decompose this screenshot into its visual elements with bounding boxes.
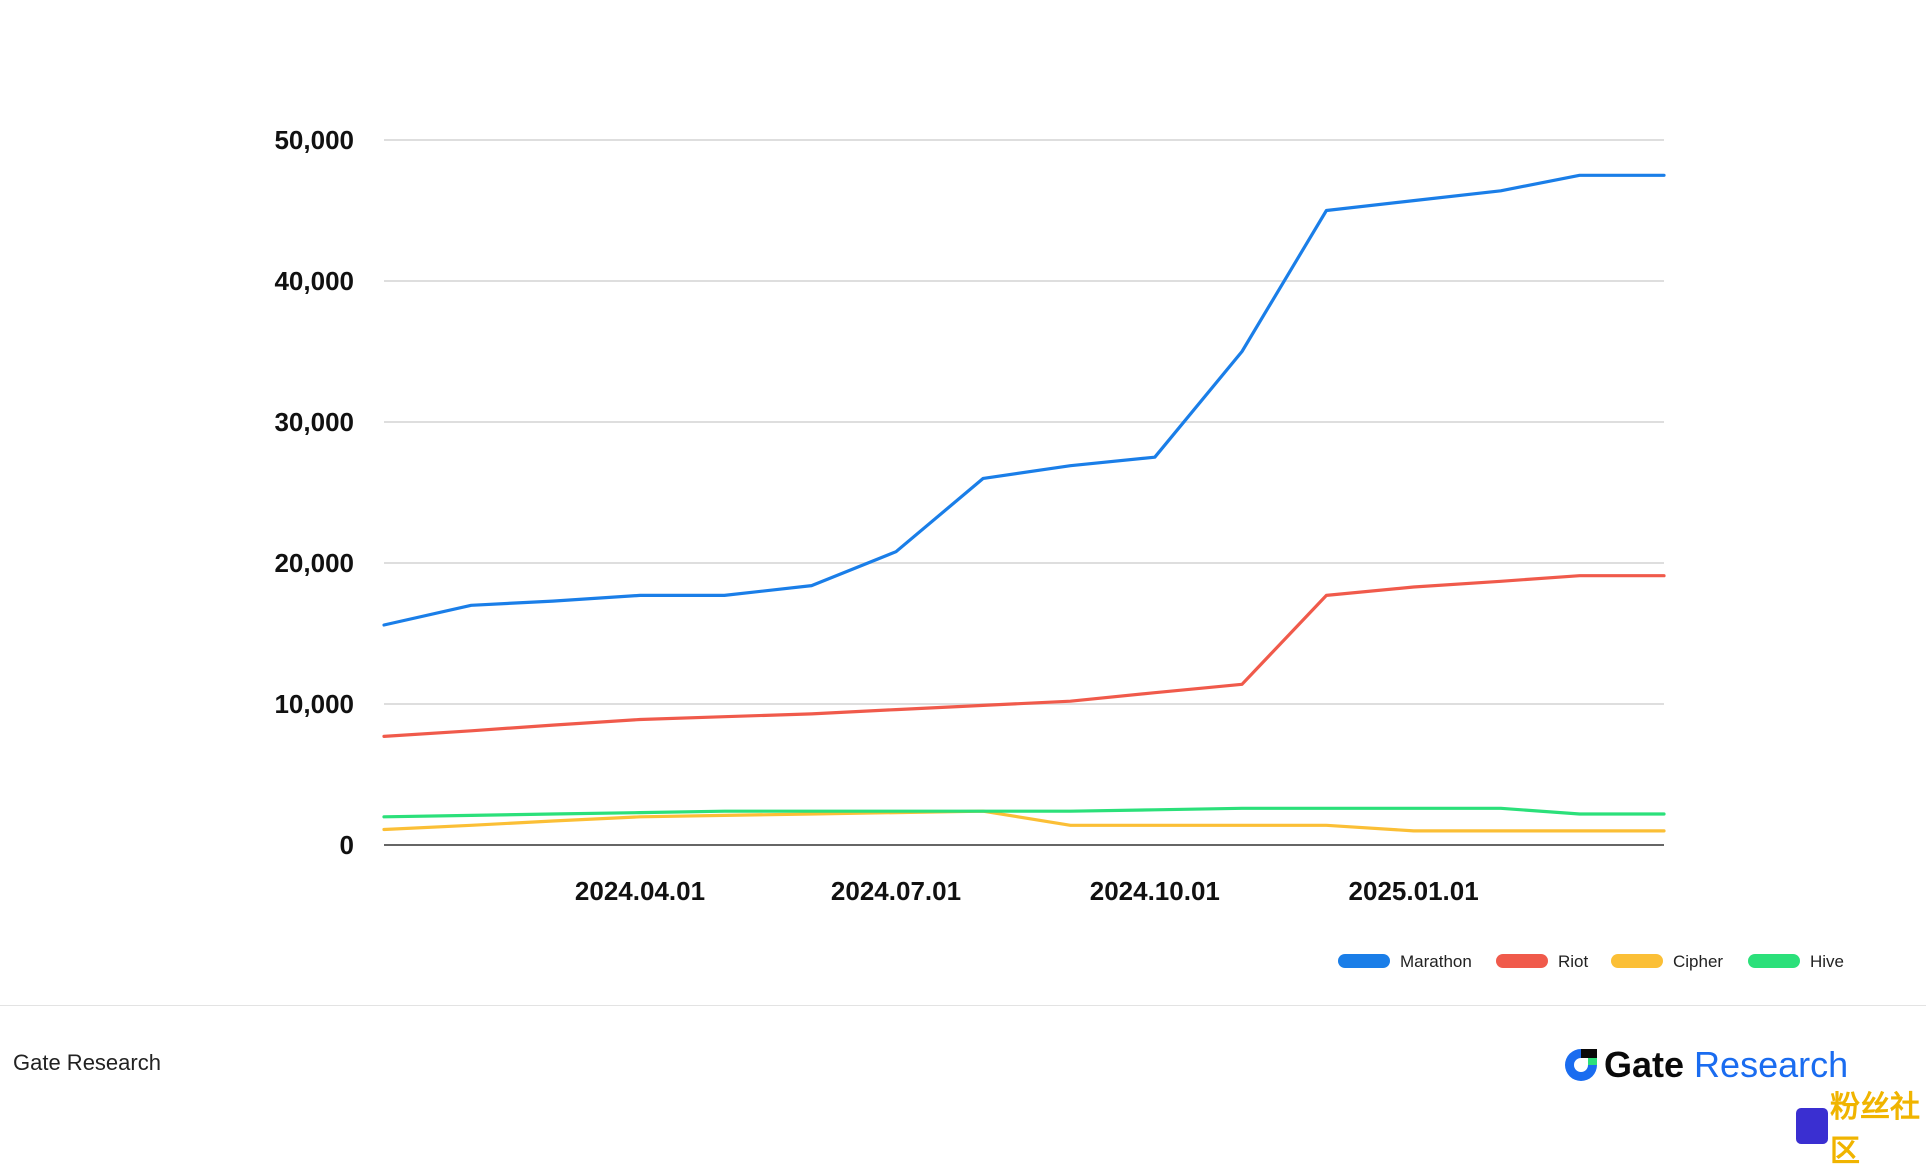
gate-logo-icon: [1565, 1049, 1597, 1081]
x-tick-label: 2024.07.01: [831, 876, 961, 906]
logo-word-research: Research: [1694, 1044, 1849, 1085]
series-lines: [382, 173, 1666, 833]
legend-label: Marathon: [1400, 952, 1472, 971]
legend: Marathon Riot Cipher Hive: [1338, 952, 1844, 971]
x-tick-label: 2024.10.01: [1090, 876, 1220, 906]
series-line: [382, 574, 1666, 739]
y-tick-label: 50,000: [274, 125, 354, 155]
legend-label: Hive: [1810, 952, 1844, 971]
y-axis-ticks: 0 10,000 20,000 30,000 40,000 50,000: [274, 125, 354, 860]
y-tick-label: 40,000: [274, 266, 354, 296]
legend-label: Cipher: [1673, 952, 1723, 971]
watermark: 粉丝社区: [1796, 1082, 1926, 1170]
watermark-text: 粉丝社区: [1830, 1091, 1920, 1168]
watermark-icon: [1796, 1108, 1828, 1144]
series-line: [382, 173, 1666, 627]
series-line: [382, 809, 1666, 833]
x-axis-ticks: 2024.04.01 2024.07.01 2024.10.01 2025.01.01: [575, 876, 1479, 906]
legend-label: Riot: [1558, 952, 1589, 971]
footer-divider: [0, 1005, 1926, 1006]
gridlines: [384, 139, 1664, 705]
x-tick-label: 2025.01.01: [1349, 876, 1479, 906]
line-chart: 0 10,000 20,000 30,000 40,000 50,000 2024.04.…: [274, 125, 1844, 971]
footer-brand-text: Gate Research: [13, 1050, 161, 1075]
logo-word-gate: Gate: [1604, 1044, 1685, 1085]
x-tick-label: 2024.04.01: [575, 876, 705, 906]
series-line: [382, 806, 1666, 819]
y-tick-label: 10,000: [274, 689, 354, 719]
y-tick-label: 20,000: [274, 548, 354, 578]
gate-research-logo: Gate Research: [1562, 1040, 1848, 1090]
y-tick-label: 30,000: [274, 407, 354, 437]
y-tick-label: 0: [340, 830, 354, 860]
